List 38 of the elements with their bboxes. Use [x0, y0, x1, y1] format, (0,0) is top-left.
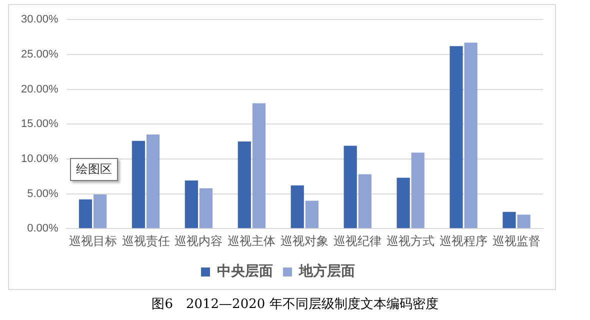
caption: 图6 2012—2020 年不同层级制度文本编码密度 [150, 296, 440, 313]
bar [290, 185, 304, 228]
y-tick-label: 20.00% [20, 83, 59, 96]
bar [464, 42, 478, 228]
y-tick-label: 0.00% [27, 222, 59, 235]
bar [199, 188, 213, 228]
bar [411, 152, 424, 228]
x-tick-label: 巡视监督 [492, 234, 541, 248]
legend-label: 中央层面 [217, 264, 273, 280]
legend-label: 地方层面 [298, 262, 355, 280]
bar [94, 194, 107, 228]
y-tick-label: 30.00% [20, 14, 59, 26]
x-tick-label: 巡视方式 [386, 234, 435, 248]
bar [502, 212, 516, 228]
x-tick-label: 巡视纪律 [334, 234, 382, 248]
annotation: 绘图区 [70, 158, 118, 181]
x-tick-label: 巡视内容 [174, 234, 223, 248]
x-tick-label: 巡视对象 [280, 234, 329, 248]
bar [78, 199, 92, 228]
y-tick-label: 15.00% [20, 118, 59, 130]
bar [252, 103, 266, 228]
bar [305, 200, 318, 228]
x-tick-label: 巡视主体 [228, 234, 276, 248]
x-tick-label: 巡视程序 [440, 234, 488, 248]
x-tick-label: 巡视目标 [68, 234, 117, 248]
bar [358, 174, 372, 228]
bar [517, 214, 530, 228]
bar [146, 134, 160, 228]
y-tick-label: 5.00% [27, 188, 59, 200]
bar [450, 46, 463, 228]
x-tick-label: 巡视责任 [122, 234, 170, 248]
y-tick-label: 10.00% [20, 152, 59, 165]
bar [132, 140, 146, 228]
bar [184, 180, 198, 228]
bar [344, 146, 357, 228]
bar [238, 142, 251, 228]
y-tick-label: 25.00% [20, 48, 59, 60]
bar [396, 178, 410, 228]
